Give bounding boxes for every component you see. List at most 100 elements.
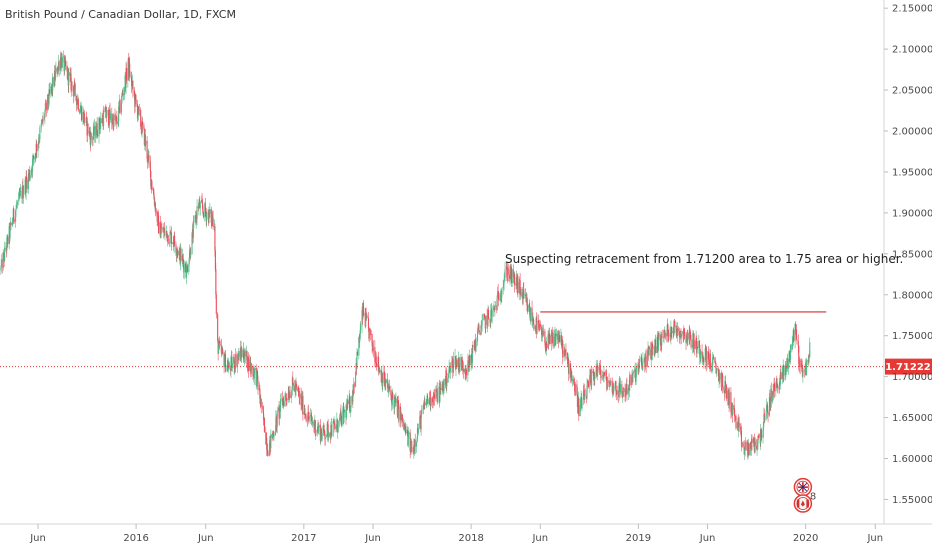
y-tick-label: 1.90000 [892, 208, 932, 219]
candle-body [37, 141, 40, 144]
candle-body [9, 224, 11, 238]
candle-body [260, 398, 262, 407]
candle-body [283, 400, 285, 407]
current-price-badge [885, 358, 932, 375]
candle-body [646, 351, 649, 367]
candle-body [161, 227, 163, 230]
candle-body [562, 340, 564, 358]
candle-body [696, 337, 698, 354]
candle-body [6, 237, 8, 251]
candle-body [383, 371, 386, 386]
candle-body [464, 369, 466, 374]
y-tick-label: 1.60000 [892, 454, 932, 465]
candle-body [145, 140, 147, 145]
candle-body [185, 263, 187, 272]
candle-body [750, 443, 752, 444]
candle-body [670, 327, 672, 332]
candle-body [66, 66, 68, 70]
candle-body [363, 312, 365, 315]
candle-body [680, 334, 682, 338]
candle-body [206, 214, 208, 221]
candle-body [622, 392, 624, 393]
candle-body [340, 415, 342, 426]
candle-body [39, 127, 41, 140]
candle-body [696, 347, 698, 354]
candle-body [175, 244, 177, 253]
candle-body [483, 313, 485, 317]
candle-body [801, 360, 803, 366]
candle-body [679, 331, 681, 338]
candle-body [339, 418, 341, 421]
candle-body [635, 367, 638, 370]
candle-body [202, 203, 204, 209]
candle-body [579, 405, 581, 417]
candle-body [500, 295, 502, 298]
candle-body [619, 384, 622, 393]
candle-body [791, 342, 793, 350]
candle-body [365, 312, 367, 319]
candle-body [182, 255, 184, 260]
canada-flag-icon[interactable]: 8 [793, 492, 816, 513]
candle-body [27, 173, 29, 190]
candle-body [706, 351, 708, 367]
candle-body [339, 416, 341, 419]
candle-body [586, 385, 588, 399]
candle-body [533, 324, 535, 330]
candle-body [231, 356, 233, 369]
candle-body [240, 347, 242, 353]
candle-body [446, 382, 448, 387]
current-price-label: 1.71222 [885, 362, 931, 373]
candle-body [501, 289, 503, 297]
candle-body [367, 317, 369, 328]
candle-body [344, 410, 346, 412]
candle-body [285, 397, 287, 400]
candle-body [337, 431, 339, 433]
y-tick-label: 1.85000 [892, 249, 932, 260]
candle-body [487, 312, 489, 326]
candle-body [242, 349, 244, 358]
candle-body [394, 399, 396, 409]
candle-body [259, 388, 261, 399]
candle-body [496, 295, 498, 310]
candle-body [461, 360, 463, 362]
candle-body [555, 333, 557, 337]
candle-body [619, 383, 621, 388]
candle-body [360, 326, 362, 331]
candle-body [769, 397, 771, 406]
candle-body [87, 123, 89, 134]
candle-body [448, 373, 450, 379]
candle-body [674, 321, 676, 325]
candle-body [663, 336, 665, 338]
candle-body [690, 339, 692, 348]
candle-body [137, 106, 139, 115]
candle-body [621, 384, 623, 394]
candle-body [503, 280, 505, 284]
candle-body [320, 429, 322, 435]
candle-body [573, 383, 575, 385]
candle-body [695, 340, 697, 349]
candle-body [514, 274, 516, 286]
candle-body [295, 384, 297, 391]
candle-body [462, 368, 464, 372]
candle-body [81, 106, 83, 121]
candle-body [754, 441, 756, 452]
candle-body [539, 324, 541, 328]
candle-body [262, 411, 265, 420]
candle-body [686, 336, 688, 337]
candle-body [388, 389, 390, 391]
candle-body [332, 421, 334, 436]
candle-body [317, 427, 320, 432]
candle-body [350, 407, 352, 412]
candle-body [558, 335, 561, 343]
uk-flag-icon[interactable] [793, 477, 813, 497]
candle-body [743, 443, 745, 447]
candle-body [657, 336, 659, 352]
candle-body [256, 369, 258, 372]
candle-body [802, 371, 804, 377]
candle-body [627, 388, 629, 395]
candle-body [311, 421, 314, 424]
candle-body [202, 208, 204, 213]
candle-body [29, 170, 31, 179]
